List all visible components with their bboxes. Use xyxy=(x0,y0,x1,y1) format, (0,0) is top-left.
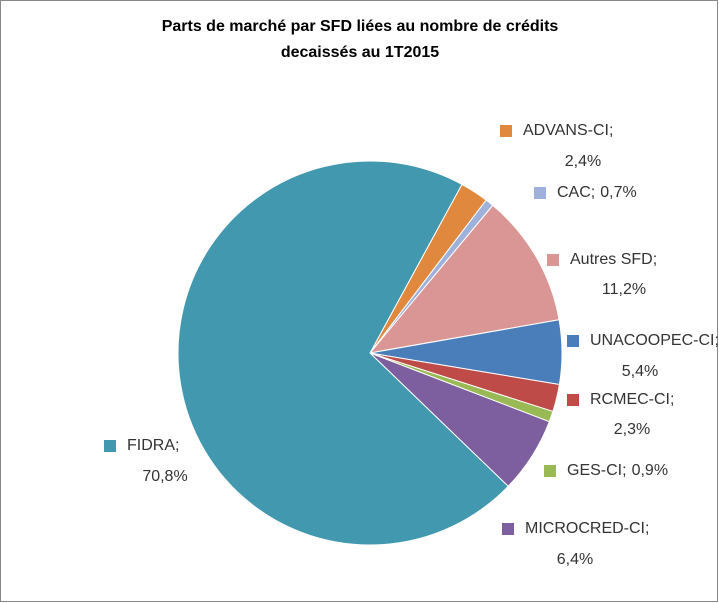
label-name: RCMEC-CI xyxy=(590,391,670,408)
legend-marker xyxy=(567,394,579,406)
data-label: MICROCRED-CI; xyxy=(525,520,649,537)
data-label-value: 2,4% xyxy=(565,153,601,170)
label-name: CAC xyxy=(557,184,591,201)
data-label: UNACOOPEC-CI; xyxy=(590,332,719,349)
data-label-value: 2,3% xyxy=(614,421,650,438)
label-separator: ; xyxy=(622,462,626,479)
label-separator: ; xyxy=(653,251,657,268)
data-label: Autres SFD; xyxy=(570,251,657,268)
chart-title: Parts de marché par SFD liées au nombre … xyxy=(161,18,559,61)
data-label: GES-CI; 0,9% xyxy=(567,462,668,479)
data-label: FIDRA; xyxy=(127,437,179,454)
label-separator: ; xyxy=(670,391,674,408)
legend-marker xyxy=(547,254,559,266)
label-value: 0,7% xyxy=(600,184,636,201)
label-name: GES-CI xyxy=(567,462,622,479)
pie-slice xyxy=(368,204,560,354)
data-label-value: 6,4% xyxy=(557,551,593,568)
pie-slice xyxy=(177,160,509,546)
label-separator: ; xyxy=(714,332,718,349)
data-label: CAC; 0,7% xyxy=(557,184,637,201)
label-name: Autres SFD xyxy=(570,251,653,268)
legend-marker xyxy=(567,335,579,347)
label-value: 0,9% xyxy=(632,462,668,479)
data-label: RCMEC-CI; xyxy=(590,391,674,408)
legend-marker xyxy=(500,125,512,137)
legend-marker xyxy=(502,523,514,535)
label-separator: ; xyxy=(591,184,595,201)
label-name: FIDRA xyxy=(127,437,175,454)
legend-marker xyxy=(534,187,546,199)
label-name: MICROCRED-CI xyxy=(525,520,645,537)
label-separator: ; xyxy=(645,520,649,537)
data-label-value: 5,4% xyxy=(622,363,658,380)
label-name: UNACOOPEC-CI xyxy=(590,332,714,349)
legend-marker xyxy=(544,465,556,477)
data-label-value: 70,8% xyxy=(142,468,187,485)
data-label: ADVANS-CI; xyxy=(523,122,613,139)
label-separator: ; xyxy=(609,122,613,139)
label-separator: ; xyxy=(175,437,179,454)
label-name: ADVANS-CI xyxy=(523,122,609,139)
legend-marker xyxy=(104,440,116,452)
data-label-value: 11,2% xyxy=(602,281,646,298)
